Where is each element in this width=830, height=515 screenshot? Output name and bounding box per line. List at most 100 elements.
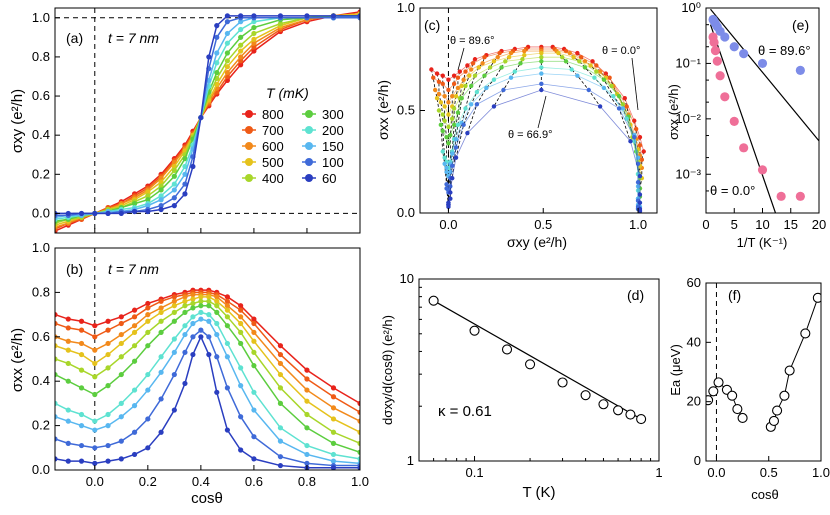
panel-c-ticks: 0.0 0.5 1.0 0.0 0.5 1.0 xyxy=(397,0,647,232)
data-point-500 xyxy=(491,59,497,64)
data-point-150 xyxy=(238,19,244,25)
data-point-200 xyxy=(78,411,85,418)
data-point-700 xyxy=(145,305,151,311)
series-line-500 xyxy=(55,296,360,433)
data-point-500 xyxy=(65,347,71,353)
data-point-600 xyxy=(171,298,177,304)
panel-f-ytick-label: 0 xyxy=(694,453,701,468)
data-point-600 xyxy=(450,93,455,99)
annotation-pointer-89 xyxy=(457,47,465,71)
data-point-150 xyxy=(214,331,220,338)
panel-b-xtick-label: 0.6 xyxy=(245,474,263,489)
data-point-600 xyxy=(65,338,71,344)
data-point-400 xyxy=(446,124,451,130)
data-point-200 xyxy=(238,365,244,371)
data-point-100 xyxy=(214,354,220,360)
data-point-400 xyxy=(472,73,478,78)
data-point xyxy=(795,65,805,75)
panel-f-ylabel: Ea (μeV) xyxy=(668,344,683,396)
data-point-700 xyxy=(92,334,98,340)
data-point xyxy=(757,165,768,175)
data-point-100 xyxy=(277,454,284,460)
legend-label-100: 100 xyxy=(322,155,344,170)
data-point-60 xyxy=(224,13,230,19)
panel-f: 0.0 0.5 1.0 0 20 40 60 (f) Ea (μeV) cosθ xyxy=(668,275,830,502)
panel-e-ylabel: σxx (e²/h) xyxy=(666,84,681,140)
annotation-pointer-66 xyxy=(537,95,547,129)
panel-d-ylabel: dσxy/d(cosθ) (e²/h) xyxy=(380,315,395,425)
data-point-800 xyxy=(575,50,580,56)
panel-a-series-layer xyxy=(55,8,360,233)
panel-e-series-layer xyxy=(708,8,819,213)
series-line-150 xyxy=(55,15,360,219)
series-line-150 xyxy=(55,318,360,465)
series-line-500 xyxy=(55,13,360,226)
panel-d-ytick-label: 10 xyxy=(400,271,414,286)
panel-f-ytick-label: 40 xyxy=(687,334,701,349)
series-line-300 xyxy=(55,15,360,223)
data-point-600 xyxy=(238,314,244,320)
data-point-60 xyxy=(251,456,257,462)
legend-label-200: 200 xyxy=(322,123,344,138)
data-point-60 xyxy=(105,458,111,464)
data-point-300 xyxy=(277,400,284,406)
data-point-700 xyxy=(431,75,436,80)
data-point-500 xyxy=(304,398,310,404)
data-point-300 xyxy=(158,329,164,335)
data-point-300 xyxy=(451,122,457,128)
data-point-600 xyxy=(78,340,85,347)
panel-b-ytick-label: 0.4 xyxy=(32,373,50,388)
data-point-700 xyxy=(440,81,445,87)
data-point-200 xyxy=(304,442,310,449)
data-point-700 xyxy=(637,143,643,148)
series-line-60 xyxy=(55,334,360,469)
data-point-800 xyxy=(277,343,284,349)
data-point-150 xyxy=(453,137,459,142)
data-point-300 xyxy=(92,391,98,398)
data-point-300 xyxy=(182,156,188,162)
data-point-700 xyxy=(78,327,85,333)
data-point-800 xyxy=(457,69,463,74)
data-point-300 xyxy=(105,383,111,389)
data-point-500 xyxy=(442,104,447,109)
data-point-800 xyxy=(446,77,451,82)
data-point-150 xyxy=(118,414,124,420)
panel-c-ylabel: σxx (e²/h) xyxy=(375,80,391,140)
data-point-150 xyxy=(198,316,204,322)
panel-d-xtick-label: 0.1 xyxy=(465,465,483,480)
data-point-500 xyxy=(238,320,244,327)
data-point-800 xyxy=(251,48,257,54)
data-point-600 xyxy=(522,48,527,54)
data-point-800 xyxy=(330,385,337,391)
data-point-400 xyxy=(65,360,71,367)
data-point-60 xyxy=(357,465,360,470)
data-point-300 xyxy=(131,201,138,207)
data-point-500 xyxy=(571,55,576,60)
data-point-300 xyxy=(468,83,474,89)
series-line-800 xyxy=(55,11,360,232)
panel-e-xtick-label: 10 xyxy=(755,217,769,232)
data-point-60 xyxy=(118,210,124,217)
data-point-300 xyxy=(330,440,337,446)
data-point-400 xyxy=(487,65,493,70)
data-point-700 xyxy=(224,298,230,304)
data-point-150 xyxy=(601,85,607,91)
data-point xyxy=(795,191,805,201)
iso-theta-line xyxy=(552,46,601,107)
data-point-600 xyxy=(304,387,310,393)
data-point-200 xyxy=(474,89,480,95)
data-point xyxy=(428,295,439,306)
legend-marker-300 xyxy=(305,110,313,118)
data-point-400 xyxy=(55,356,58,362)
data-point xyxy=(636,414,647,425)
data-point-60 xyxy=(182,191,188,197)
panel-f-ytick-label: 20 xyxy=(687,394,701,409)
data-point-100 xyxy=(65,440,71,446)
data-point-400 xyxy=(277,21,284,27)
data-point-400 xyxy=(436,108,442,113)
data-point-150 xyxy=(442,161,447,166)
data-point-300 xyxy=(438,122,444,128)
legend-label-600: 600 xyxy=(262,139,284,154)
data-point-150 xyxy=(158,197,164,203)
data-point-600 xyxy=(277,360,284,367)
